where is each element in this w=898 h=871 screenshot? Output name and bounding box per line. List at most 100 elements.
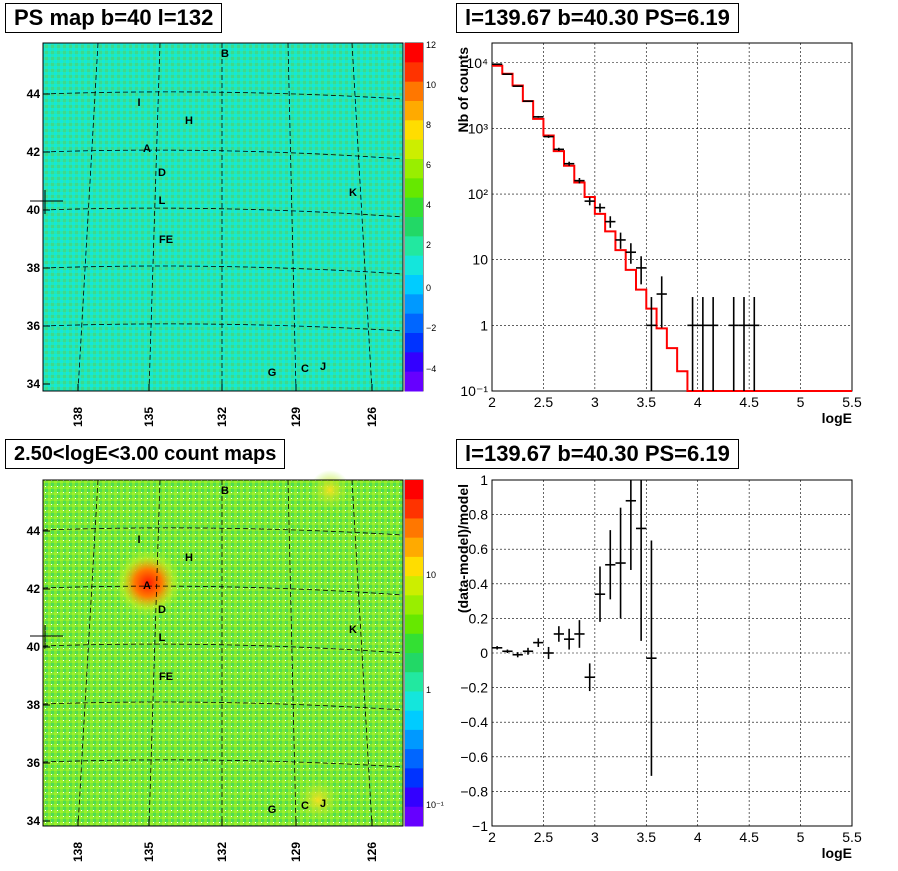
colorbar-tick-label: −4 xyxy=(426,364,436,374)
source-label: D xyxy=(158,604,166,616)
count-map-grid xyxy=(42,479,404,827)
y-tick-label: −1 xyxy=(472,818,488,834)
colorbar-tick-label: 10 xyxy=(426,80,436,90)
source-label: C xyxy=(301,363,309,375)
residual-plot: 2 2.5 3 3.5 4 4.5 5 5.5 1 0.8 0.6 0.4 0.2 0 −0.2 −0.4 −0… xyxy=(455,472,862,861)
source-label: A xyxy=(143,580,151,592)
y-tick-label: 0.6 xyxy=(469,541,489,557)
y-tick-label: 38 xyxy=(27,261,41,275)
x-tick-label: 138 xyxy=(71,407,85,427)
spectrum-plot: 2 2.5 3 3.5 4 4.5 5 5.5 10⁻¹ 1 10 10² 10³ 10⁴ logE Nb o… xyxy=(455,42,862,426)
y-tick-label: 10³ xyxy=(468,120,489,136)
x-tick-label: 138 xyxy=(71,842,85,862)
x-tick-label: 5 xyxy=(797,829,805,845)
source-label: I xyxy=(137,534,140,546)
x-tick-label: 4 xyxy=(694,394,702,410)
y-tick-label: 0.4 xyxy=(469,576,489,592)
source-label: A xyxy=(143,143,151,155)
source-label: C xyxy=(301,800,309,812)
y-tick-label: 44 xyxy=(27,524,41,538)
spectrum-title: l=139.67 b=40.30 PS=6.19 xyxy=(456,3,739,33)
x-axis-label: logE xyxy=(822,845,852,861)
model-histogram xyxy=(492,64,852,392)
source-label: L xyxy=(159,195,166,207)
colorbar-tick-label: −2 xyxy=(426,323,436,333)
x-tick-label: 5.5 xyxy=(842,829,862,845)
y-tick-label: 10² xyxy=(468,186,489,202)
x-tick-label: 126 xyxy=(365,407,379,427)
colorbar-tick-label: 6 xyxy=(426,160,431,170)
y-tick-label: 38 xyxy=(27,698,41,712)
source-label: FE xyxy=(159,671,173,683)
x-tick-label: 4 xyxy=(694,829,702,845)
source-label: I xyxy=(137,97,140,109)
count-map-source-labels: B I H AD K L FE G C J xyxy=(137,485,357,816)
colorbar-tick-label: 8 xyxy=(426,120,431,130)
colorbar-tick-label: 12 xyxy=(426,40,436,50)
x-tick-label: 129 xyxy=(289,842,303,862)
y-tick-label: 34 xyxy=(27,814,41,828)
x-tick-label: 126 xyxy=(365,842,379,862)
residual-title: l=139.67 b=40.30 PS=6.19 xyxy=(456,439,739,469)
source-label: H xyxy=(185,552,193,564)
source-label: H xyxy=(185,115,193,127)
colorbar-tick-label: 10⁻¹ xyxy=(426,800,444,810)
colorbar-tick-label: 10 xyxy=(426,570,436,580)
y-tick-label: −0.4 xyxy=(460,714,488,730)
y-tick-label: 10 xyxy=(472,252,488,268)
x-tick-label: 2 xyxy=(488,829,496,845)
colorbar-tick-label: 4 xyxy=(426,200,431,210)
y-tick-label: −0.6 xyxy=(460,749,488,765)
x-tick-label: 2 xyxy=(488,394,496,410)
y-tick-label: 40 xyxy=(27,640,41,654)
source-label: J xyxy=(320,361,326,373)
count-map-hotspot xyxy=(114,549,182,617)
ps-map-source-labels: B I H AD K L FE G C J xyxy=(137,48,357,379)
x-tick-label: 2.5 xyxy=(534,829,554,845)
x-tick-label: 129 xyxy=(289,407,303,427)
y-tick-label: 10⁴ xyxy=(466,55,488,71)
count-map-title: 2.50<logE<3.00 count maps xyxy=(5,439,286,469)
y-axis-label: Nb of counts xyxy=(455,47,471,133)
source-label: FE xyxy=(159,234,173,246)
colorbar-tick-label: 0 xyxy=(426,283,431,293)
colorbar-tick-label: 1 xyxy=(426,685,431,695)
ps-map-grid xyxy=(42,42,404,392)
count-colorbar: 10 1 10⁻¹ xyxy=(404,479,444,827)
source-label: J xyxy=(320,798,326,810)
y-tick-label: 42 xyxy=(27,145,41,159)
source-label: D xyxy=(158,167,166,179)
y-tick-label: 42 xyxy=(27,582,41,596)
x-tick-label: 3 xyxy=(591,829,599,845)
count-map-panel: B I H AD K L FE G C J 44 42 40 38 36 34 138 135 132 129 12… xyxy=(27,470,444,862)
x-tick-label: 135 xyxy=(142,407,156,427)
x-tick-label: 3.5 xyxy=(637,829,657,845)
x-tick-label: 4.5 xyxy=(739,829,759,845)
y-tick-label: 0 xyxy=(480,645,488,661)
y-tick-label: 36 xyxy=(27,756,41,770)
y-tick-label: 1 xyxy=(480,317,488,333)
y-tick-label: 44 xyxy=(27,87,41,101)
source-label: G xyxy=(268,804,277,816)
y-tick-label: 1 xyxy=(480,472,488,488)
source-label: K xyxy=(349,624,357,636)
y-tick-label: −0.8 xyxy=(460,783,488,799)
y-tick-label: 0.2 xyxy=(469,610,489,626)
x-tick-label: 132 xyxy=(215,407,229,427)
count-map-y-ticks: 44 42 40 38 36 34 xyxy=(27,524,50,828)
x-tick-label: 2.5 xyxy=(534,394,554,410)
ps-map-x-ticks: 138 135 132 129 126 xyxy=(71,384,379,427)
x-tick-label: 5.5 xyxy=(842,394,862,410)
y-tick-label: 10⁻¹ xyxy=(460,383,488,399)
y-tick-label: 34 xyxy=(27,377,41,391)
y-tick-label: 40 xyxy=(27,203,41,217)
y-tick-label: −0.2 xyxy=(460,680,488,696)
source-label: B xyxy=(221,485,229,497)
y-tick-label: 0.8 xyxy=(469,507,489,523)
ps-colorbar: 12 10 8 6 4 2 0 −2 −4 xyxy=(404,40,436,392)
count-map-x-ticks: 138 135 132 129 126 xyxy=(71,819,379,862)
ps-map-y-ticks: 44 42 40 38 36 34 xyxy=(27,87,50,391)
source-label: G xyxy=(268,367,277,379)
